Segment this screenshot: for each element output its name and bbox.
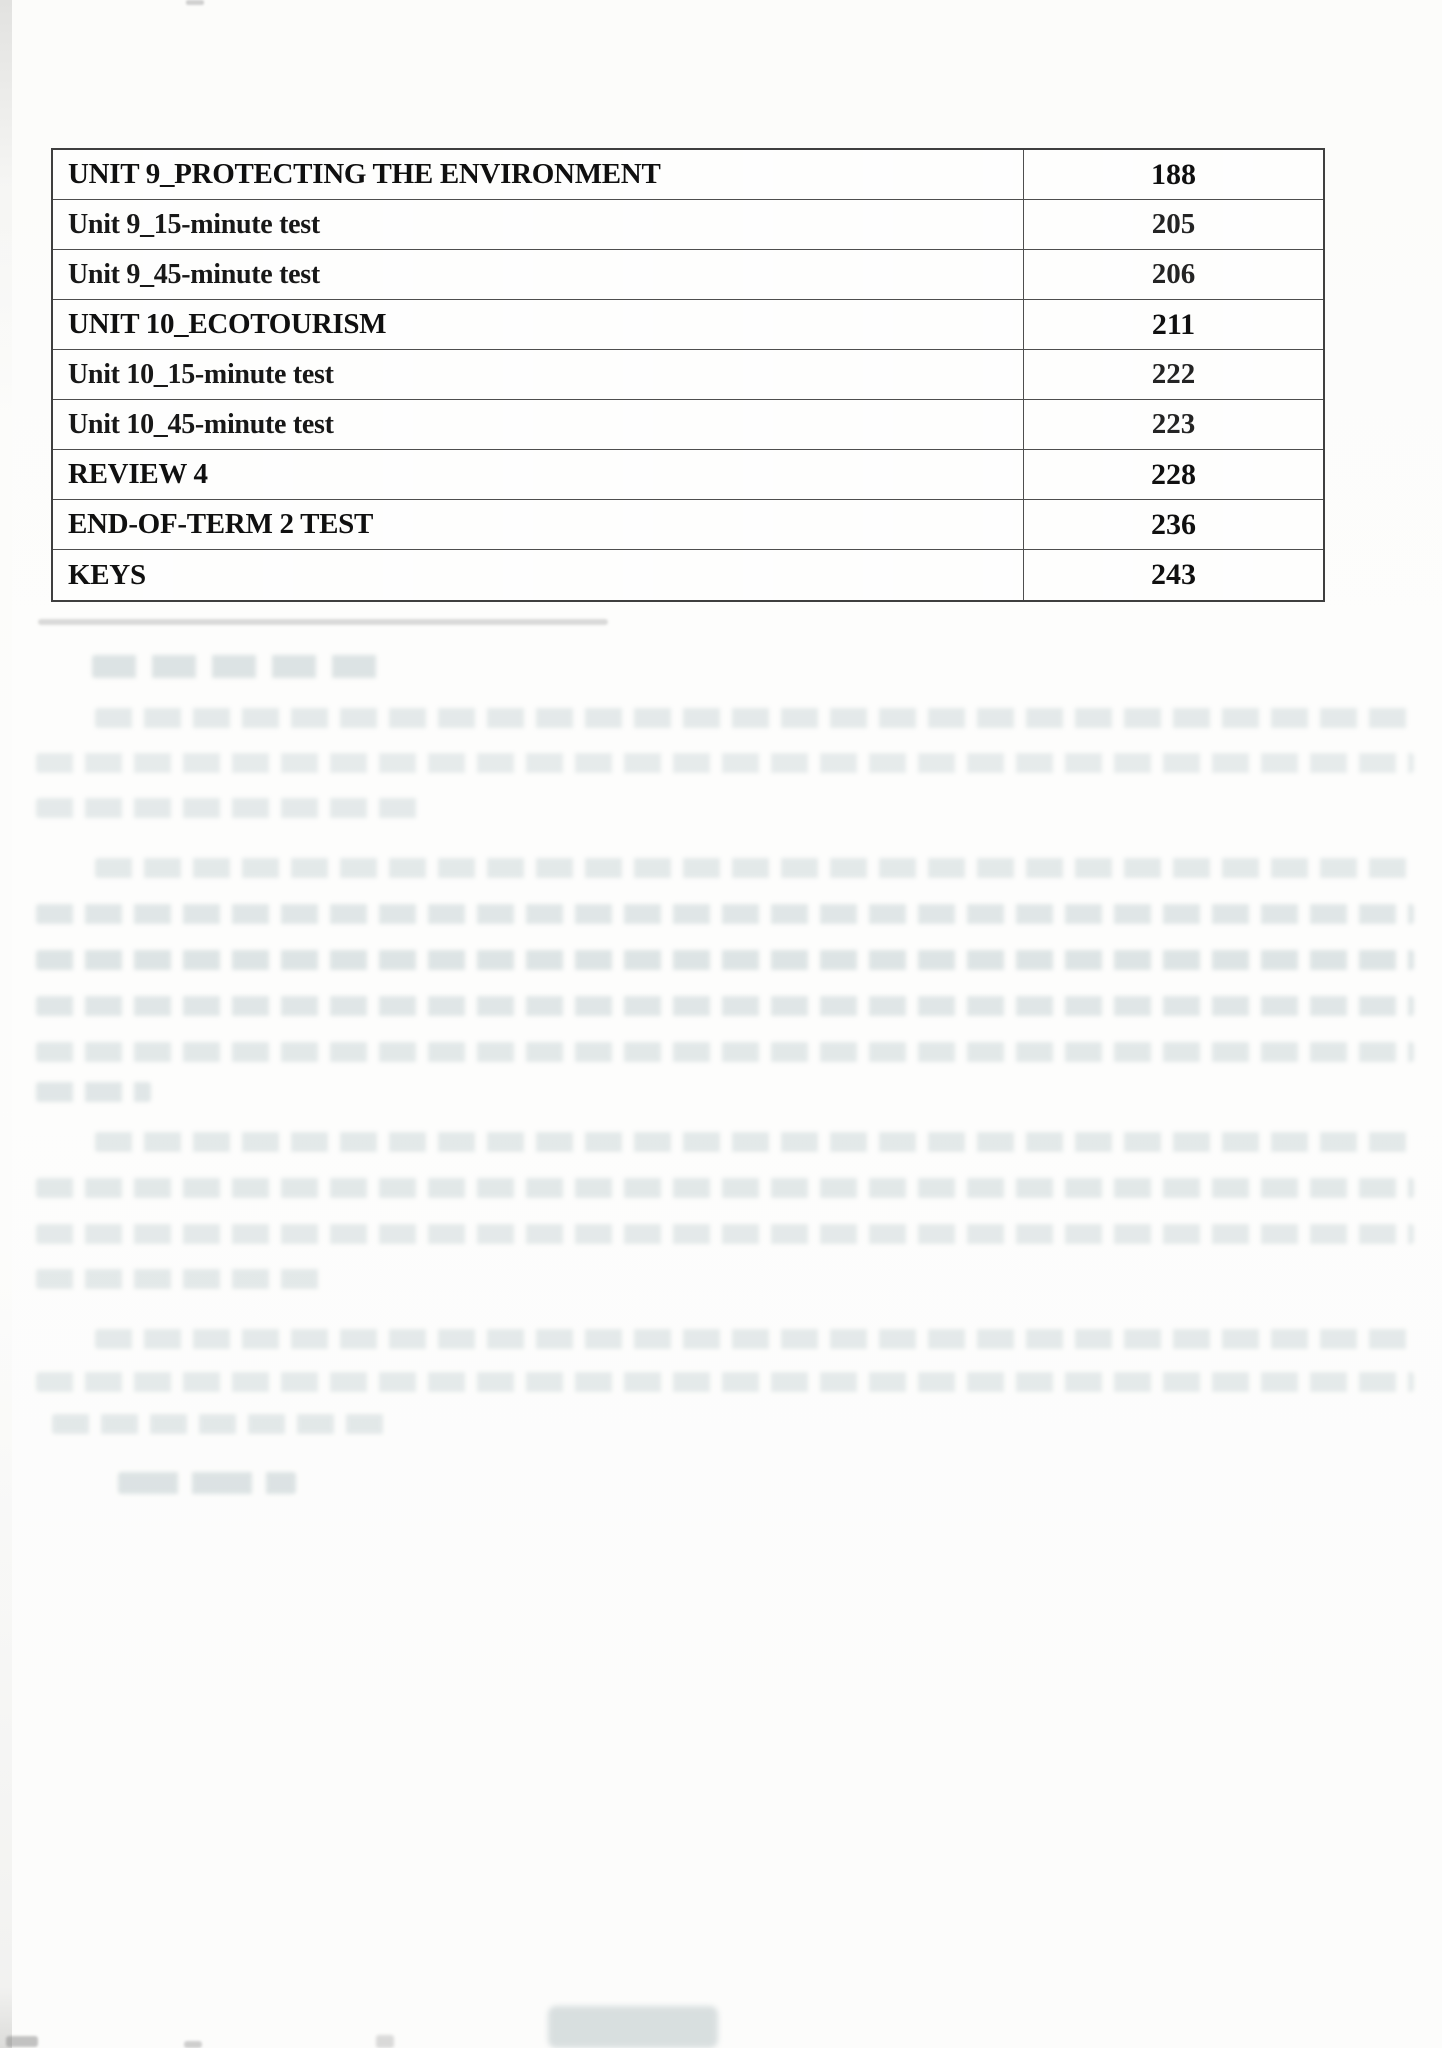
scan-smudge bbox=[184, 2041, 202, 2048]
table-row: UNIT 10_ECOTOURISM 211 bbox=[53, 300, 1323, 350]
illegible-text-line bbox=[36, 1372, 1414, 1392]
illegible-text-line bbox=[36, 798, 426, 818]
toc-entry-page: 236 bbox=[1151, 507, 1196, 541]
illegible-text-line bbox=[92, 655, 392, 678]
illegible-text-line bbox=[95, 1132, 1410, 1152]
toc-entry-page: 223 bbox=[1151, 408, 1196, 440]
toc-entry-title: KEYS bbox=[53, 550, 1024, 600]
illegible-text-line bbox=[95, 858, 1410, 878]
toc-entry-page: 211 bbox=[1151, 307, 1196, 341]
scan-smudge bbox=[376, 2035, 394, 2048]
toc-entry-page: 188 bbox=[1151, 157, 1196, 191]
illegible-text-line bbox=[36, 1269, 326, 1289]
illegible-text-line bbox=[95, 1329, 1410, 1349]
table-row: Unit 9_15-minute test 205 bbox=[53, 200, 1323, 250]
toc-entry-title: Unit 9_15-minute test bbox=[53, 200, 1024, 249]
toc-entry-title: Unit 10_15-minute test bbox=[53, 350, 1024, 399]
toc-entry-title: UNIT 10_ECOTOURISM bbox=[53, 300, 1024, 349]
illegible-text-line bbox=[52, 1414, 392, 1434]
page-edge-shadow bbox=[0, 0, 12, 2048]
toc-entry-page: 222 bbox=[1151, 358, 1196, 390]
table-row: UNIT 9_PROTECTING THE ENVIRONMENT 188 bbox=[53, 150, 1323, 200]
scan-smudge bbox=[38, 619, 608, 625]
illegible-text-line bbox=[36, 1042, 1414, 1062]
table-row: REVIEW 4 228 bbox=[53, 450, 1323, 500]
toc-entry-title: Unit 10_45-minute test bbox=[53, 400, 1024, 449]
toc-entry-title: UNIT 9_PROTECTING THE ENVIRONMENT bbox=[53, 150, 1024, 199]
table-row: Unit 10_15-minute test 222 bbox=[53, 350, 1323, 400]
illegible-text-line bbox=[36, 1178, 1414, 1198]
toc-entry-page: 206 bbox=[1151, 258, 1196, 290]
toc-entry-title: REVIEW 4 bbox=[53, 450, 1024, 499]
illegible-text-line bbox=[36, 753, 1414, 773]
illegible-text-line bbox=[36, 950, 1414, 970]
illegible-text-line bbox=[36, 904, 1414, 924]
scan-smudge bbox=[186, 0, 204, 5]
toc-entry-title: END-OF-TERM 2 TEST bbox=[53, 500, 1024, 549]
table-row: END-OF-TERM 2 TEST 236 bbox=[53, 500, 1323, 550]
toc-entry-title: Unit 9_45-minute test bbox=[53, 250, 1024, 299]
table-row: Unit 10_45-minute test 223 bbox=[53, 400, 1323, 450]
illegible-text-line bbox=[36, 996, 1414, 1016]
toc-entry-page: 205 bbox=[1151, 208, 1196, 240]
illegible-text-line bbox=[95, 708, 1410, 728]
table-of-contents: UNIT 9_PROTECTING THE ENVIRONMENT 188 Un… bbox=[51, 148, 1325, 602]
scan-smudge bbox=[6, 2036, 38, 2047]
toc-entry-page: 228 bbox=[1151, 457, 1196, 491]
table-row: Unit 9_45-minute test 206 bbox=[53, 250, 1323, 300]
illegible-text-line bbox=[36, 1082, 151, 1102]
toc-entry-page: 243 bbox=[1151, 558, 1196, 591]
illegible-text-line bbox=[36, 1224, 1414, 1244]
table-row: KEYS 243 bbox=[53, 550, 1323, 600]
illegible-text-line bbox=[118, 1472, 296, 1494]
scan-smudge bbox=[548, 2006, 718, 2048]
toc-table-body: UNIT 9_PROTECTING THE ENVIRONMENT 188 Un… bbox=[53, 150, 1323, 600]
